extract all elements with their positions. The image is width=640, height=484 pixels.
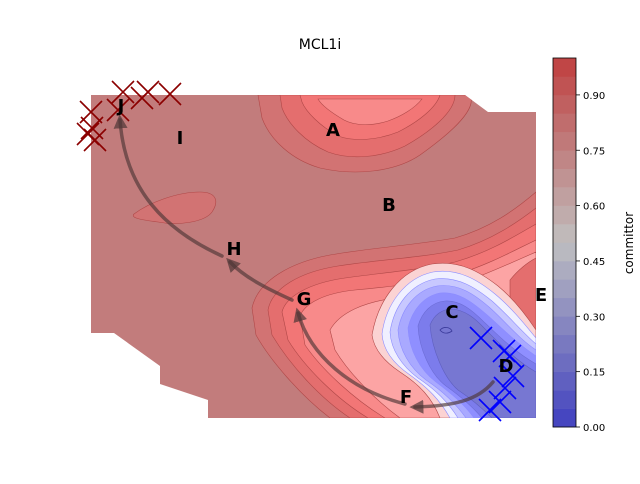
- colorbar-tick-label: 0.45: [583, 257, 605, 268]
- colorbar-band: [553, 297, 576, 317]
- colorbar-band: [553, 94, 576, 114]
- colorbar-band: [553, 224, 576, 243]
- pathway-arrow-G-H: [226, 257, 294, 302]
- colorbar-bands: [553, 58, 576, 428]
- colorbar-band: [553, 390, 576, 409]
- state-label-F: F: [400, 387, 412, 408]
- colorbar-frame: [552, 57, 577, 428]
- state-label-A: A: [326, 120, 340, 141]
- state-label-E: E: [535, 285, 547, 306]
- contour-min-C: [439, 327, 453, 334]
- state-label-D: D: [499, 356, 514, 377]
- product-basin-marker: [83, 128, 107, 152]
- product-basin-marker: [106, 98, 130, 122]
- colorbar-band: [553, 316, 576, 336]
- colorbar-band: [553, 260, 576, 280]
- colorbar-band: [553, 242, 576, 262]
- colorbar-band: [553, 279, 576, 299]
- chart-title: MCL1i: [299, 37, 341, 53]
- reactant-basin-markers: [469, 326, 525, 422]
- contour-region: [91, 95, 536, 418]
- colorbar-band: [553, 334, 576, 354]
- product-basin-marker: [111, 80, 135, 104]
- reactant-basin-marker: [478, 398, 502, 422]
- colorbar: 0.00 0.15 0.30 0.45 0.60 0.75 0.90 committor: [552, 57, 636, 434]
- colorbar-tick-label: 0.15: [583, 368, 605, 379]
- colorbar-tick-label: 0.60: [583, 202, 605, 213]
- state-label-I: I: [177, 128, 184, 149]
- reactant-basin-marker: [469, 326, 493, 350]
- reactant-basin-marker: [501, 364, 525, 388]
- colorbar-band: [553, 371, 576, 391]
- colorbar-ticks: 0.00 0.15 0.30 0.45 0.60 0.75 0.90: [576, 91, 605, 434]
- colorbar-band: [553, 113, 576, 133]
- pathway-arrow-H-J: [113, 114, 224, 258]
- colorbar-band: [553, 353, 576, 372]
- colorbar-band: [553, 150, 576, 169]
- reactant-basin-marker: [498, 344, 522, 368]
- colorbar-band: [553, 58, 576, 77]
- reactant-basin-marker: [493, 376, 517, 400]
- pathway-arrow-F-G: [293, 307, 407, 406]
- colorbar-tick-label: 0.90: [583, 91, 605, 102]
- pathway-arrow-D-F: [409, 380, 495, 414]
- state-labels: A B C D E F G H I J: [116, 96, 548, 408]
- colorbar-band: [553, 205, 576, 225]
- state-label-H: H: [226, 239, 241, 260]
- colorbar-tick-label: 0.30: [583, 312, 605, 323]
- reaction-pathway: [113, 114, 495, 414]
- state-label-B: B: [382, 195, 396, 216]
- colorbar-tick-label: 0.75: [583, 146, 605, 157]
- colorbar-band: [553, 408, 576, 428]
- state-label-G: G: [297, 289, 312, 310]
- colorbar-band: [553, 168, 576, 188]
- product-basin-marker: [158, 82, 182, 106]
- product-basin-markers: [76, 80, 182, 152]
- product-basin-marker: [130, 86, 154, 110]
- colorbar-band: [553, 187, 576, 206]
- colorbar-band: [553, 76, 576, 96]
- state-label-C: C: [445, 302, 458, 323]
- reactant-basin-marker: [488, 390, 512, 414]
- colorbar-band: [553, 131, 576, 151]
- contour-islet: [132, 191, 216, 224]
- state-label-J: J: [116, 96, 125, 117]
- contour-level-C-7: [429, 308, 536, 418]
- colorbar-label: committor: [622, 212, 636, 274]
- colorbar-tick-label: 0.00: [583, 423, 605, 434]
- contour-level-A-4: [317, 98, 423, 125]
